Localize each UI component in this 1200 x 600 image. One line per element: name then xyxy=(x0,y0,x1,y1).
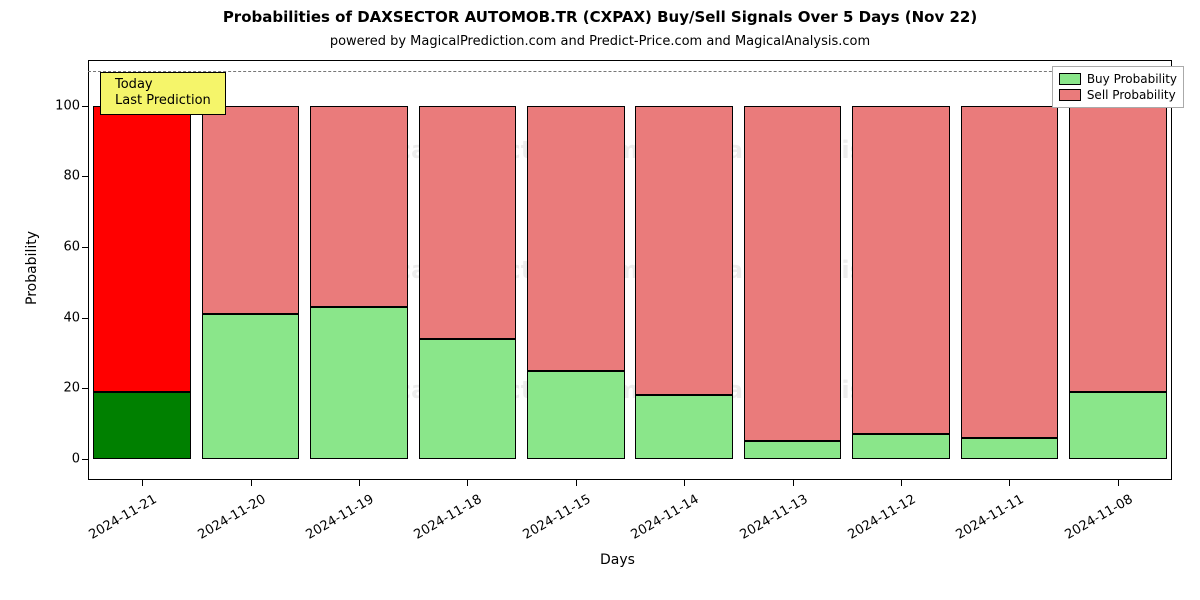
x-tick-label: 2024-11-21 xyxy=(74,492,159,550)
legend-label-sell: Sell Probability xyxy=(1087,88,1176,102)
bar-sell xyxy=(419,106,517,339)
x-tick-label: 2024-11-13 xyxy=(725,492,810,550)
y-tick-mark xyxy=(82,176,88,177)
bar-sell xyxy=(202,106,300,314)
x-tick-mark xyxy=(251,480,252,486)
y-tick-mark xyxy=(82,247,88,248)
x-axis-label: Days xyxy=(600,552,635,568)
chart-container: Probabilities of DAXSECTOR AUTOMOB.TR (C… xyxy=(0,0,1200,600)
bar-sell xyxy=(527,106,625,371)
legend-swatch-buy xyxy=(1059,73,1081,85)
legend-item-buy: Buy Probability xyxy=(1059,71,1177,87)
x-tick-mark xyxy=(576,480,577,486)
x-tick-mark xyxy=(793,480,794,486)
x-tick-mark xyxy=(467,480,468,486)
bar-sell xyxy=(1069,106,1167,392)
legend-label-buy: Buy Probability xyxy=(1087,72,1177,86)
legend-swatch-sell xyxy=(1059,89,1081,101)
bar-buy xyxy=(852,434,950,459)
y-tick-label: 100 xyxy=(40,98,80,113)
bar-sell xyxy=(635,106,733,395)
y-tick-label: 0 xyxy=(40,451,80,466)
bar-buy xyxy=(202,314,300,459)
y-axis-label: Probability xyxy=(24,231,40,305)
x-tick-label: 2024-11-08 xyxy=(1050,492,1135,550)
x-tick-label: 2024-11-12 xyxy=(833,492,918,550)
bar-buy xyxy=(527,371,625,459)
x-tick-mark xyxy=(142,480,143,486)
bar-buy xyxy=(310,307,408,459)
gridline xyxy=(88,71,1172,72)
bar-sell xyxy=(852,106,950,434)
bar-sell xyxy=(310,106,408,307)
x-tick-mark xyxy=(1009,480,1010,486)
legend-item-sell: Sell Probability xyxy=(1059,87,1177,103)
x-tick-label: 2024-11-19 xyxy=(291,492,376,550)
x-tick-mark xyxy=(684,480,685,486)
x-tick-label: 2024-11-20 xyxy=(183,492,268,550)
bar-buy xyxy=(744,441,842,459)
y-tick-label: 80 xyxy=(40,169,80,184)
y-tick-mark xyxy=(82,459,88,460)
bar-buy xyxy=(1069,392,1167,459)
x-tick-label: 2024-11-11 xyxy=(941,492,1026,550)
x-tick-mark xyxy=(359,480,360,486)
x-tick-mark xyxy=(1118,480,1119,486)
chart-title: Probabilities of DAXSECTOR AUTOMOB.TR (C… xyxy=(0,8,1200,26)
bar-buy xyxy=(419,339,517,459)
bar-buy xyxy=(961,438,1059,459)
x-tick-label: 2024-11-14 xyxy=(616,492,701,550)
today-box-line2: Last Prediction xyxy=(115,93,211,108)
x-tick-label: 2024-11-18 xyxy=(399,492,484,550)
today-box: Today Last Prediction xyxy=(100,72,226,115)
y-tick-mark xyxy=(82,318,88,319)
bar-sell xyxy=(744,106,842,441)
bar-sell xyxy=(93,106,191,392)
x-tick-mark xyxy=(901,480,902,486)
bar-sell xyxy=(961,106,1059,438)
bar-buy xyxy=(93,392,191,459)
x-tick-label: 2024-11-15 xyxy=(508,492,593,550)
y-tick-mark xyxy=(82,388,88,389)
legend: Buy Probability Sell Probability xyxy=(1052,66,1184,108)
bar-buy xyxy=(635,395,733,459)
y-tick-label: 40 xyxy=(40,310,80,325)
y-tick-label: 60 xyxy=(40,240,80,255)
y-tick-mark xyxy=(82,106,88,107)
today-box-line1: Today xyxy=(115,77,153,92)
chart-subtitle: powered by MagicalPrediction.com and Pre… xyxy=(0,34,1200,49)
y-tick-label: 20 xyxy=(40,381,80,396)
